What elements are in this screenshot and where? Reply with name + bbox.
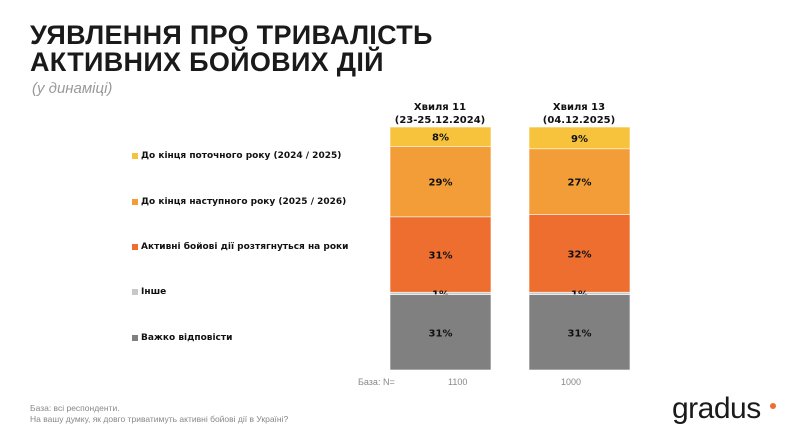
data-label: 29%	[429, 178, 453, 189]
data-label: 31%	[429, 251, 453, 262]
data-label: 27%	[568, 178, 592, 189]
base-value-1: 1100	[448, 377, 468, 387]
bar-segment	[528, 214, 631, 293]
base-value-2: 1000	[561, 377, 582, 387]
legend-swatch	[132, 199, 138, 205]
bar-segment	[528, 148, 631, 215]
page-title: УЯВЛЕННЯ ПРО ТРИВАЛІСТЬ АКТИВНИХ БОЙОВИХ…	[30, 20, 433, 77]
legend-item: Важко відповісти	[132, 332, 362, 345]
legend-item: До кінця наступного року (2025 / 2026)	[132, 196, 362, 209]
column-header-1: Хвиля 11 (23-25.12.2024)	[394, 102, 486, 126]
bar-segment	[528, 294, 631, 371]
bar-segment	[389, 294, 492, 371]
legend-item: Інше	[132, 286, 362, 299]
data-label: 31%	[429, 328, 453, 339]
logo-dot	[770, 403, 776, 409]
legend-label: Активні бойові дії розтягнуться на роки	[141, 242, 349, 252]
legend-swatch	[132, 153, 138, 159]
data-label: 32%	[568, 249, 592, 260]
legend-label: До кінця поточного року (2024 / 2025)	[141, 151, 342, 161]
data-label: 9%	[571, 134, 588, 145]
legend-swatch	[132, 335, 138, 341]
base-label: База: N=	[358, 377, 395, 387]
gradus-logo: gradus	[672, 392, 761, 425]
data-label: 31%	[568, 328, 592, 339]
legend-swatch	[132, 289, 138, 295]
legend-swatch	[132, 244, 138, 250]
data-label: 8%	[432, 133, 449, 144]
legend-item: До кінця поточного року (2024 / 2025)	[132, 150, 362, 163]
legend-label: Інше	[141, 287, 167, 297]
legend-label: До кінця наступного року (2025 / 2026)	[141, 197, 347, 207]
bar-segment	[389, 216, 492, 293]
legend-item: Активні бойові дії розтягнуться на роки	[132, 241, 362, 254]
footnote: База: всі респонденти. На вашу думку, як …	[30, 403, 289, 424]
column-header-2: Хвиля 13 (04.12.2025)	[542, 102, 616, 126]
page-subtitle: (у динаміці)	[32, 80, 113, 97]
legend-label: Важко відповісти	[141, 333, 233, 343]
bar-segment	[389, 146, 492, 218]
